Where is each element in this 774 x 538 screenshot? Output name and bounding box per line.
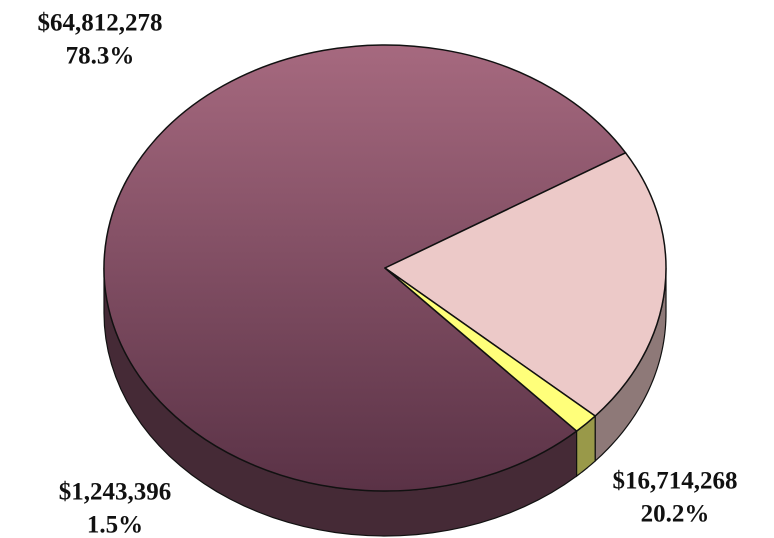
value-label: $16,714,268 [613, 468, 738, 495]
value-label: $1,243,396 [59, 479, 172, 506]
pie-slice [103, 44, 627, 492]
percent-label: 1.5% [87, 512, 143, 538]
pie-slice [384, 152, 667, 417]
percent-label: 78.3% [66, 43, 135, 70]
pie-slice [384, 267, 596, 432]
percent-label: 20.2% [641, 501, 710, 528]
value-label: $64,812,278 [38, 10, 163, 37]
